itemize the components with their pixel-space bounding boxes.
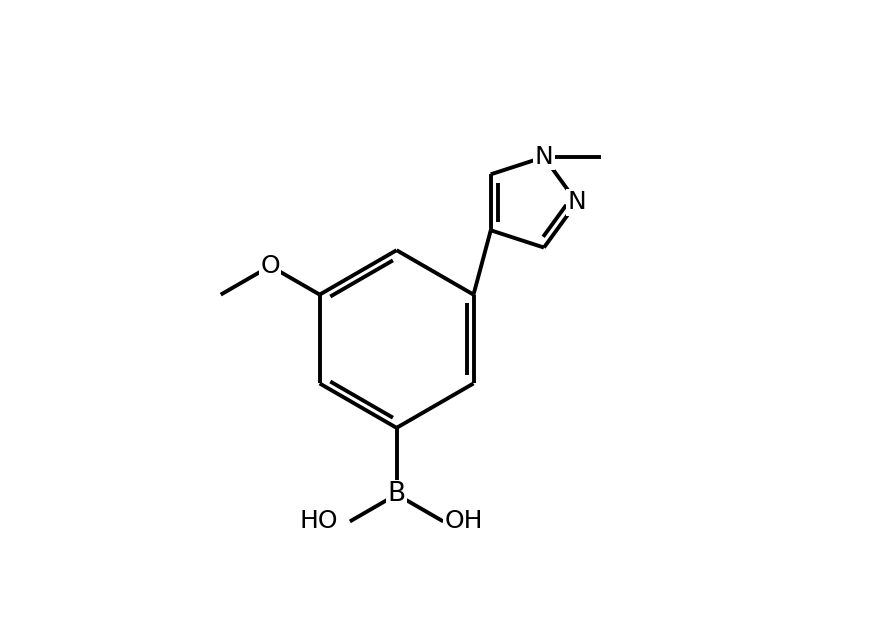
Text: N: N	[567, 190, 587, 214]
Text: O: O	[260, 254, 280, 278]
Text: N: N	[534, 145, 553, 169]
Text: HO: HO	[300, 509, 339, 533]
Text: OH: OH	[445, 509, 483, 533]
Text: B: B	[387, 481, 406, 508]
